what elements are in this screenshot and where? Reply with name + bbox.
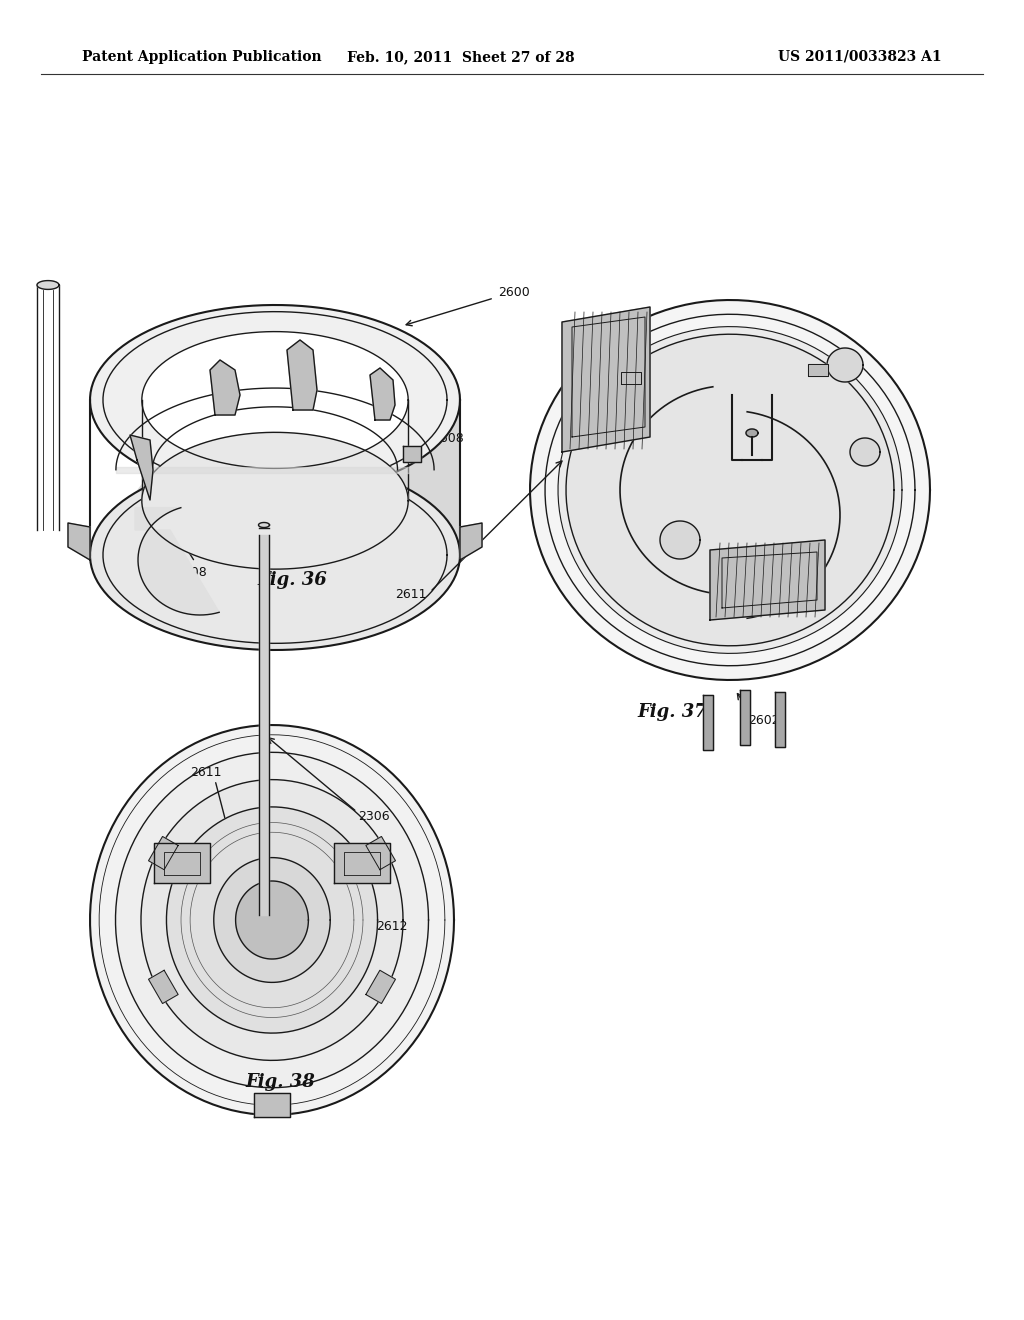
- Polygon shape: [68, 523, 90, 560]
- Polygon shape: [287, 341, 317, 411]
- Polygon shape: [37, 281, 59, 289]
- Text: Fig. 37: Fig. 37: [637, 704, 707, 721]
- Polygon shape: [167, 807, 378, 1034]
- Text: 2610: 2610: [292, 494, 324, 507]
- Polygon shape: [403, 446, 421, 462]
- Text: 2608: 2608: [432, 432, 464, 445]
- Text: 2612: 2612: [376, 920, 408, 933]
- Polygon shape: [850, 438, 880, 466]
- Text: 2602: 2602: [748, 714, 779, 726]
- Text: Patent Application Publication: Patent Application Publication: [82, 50, 322, 63]
- Text: 2609: 2609: [310, 475, 342, 488]
- Polygon shape: [746, 429, 758, 437]
- Polygon shape: [90, 305, 460, 495]
- Polygon shape: [90, 305, 275, 554]
- Polygon shape: [334, 843, 390, 883]
- Polygon shape: [141, 780, 403, 1060]
- Polygon shape: [142, 331, 409, 469]
- Polygon shape: [275, 305, 460, 554]
- Polygon shape: [775, 692, 785, 747]
- Polygon shape: [621, 372, 641, 384]
- Polygon shape: [562, 308, 650, 451]
- Polygon shape: [90, 725, 454, 1115]
- Polygon shape: [366, 970, 395, 1003]
- Polygon shape: [258, 523, 269, 528]
- Text: Fig. 38: Fig. 38: [245, 1073, 314, 1092]
- Polygon shape: [142, 433, 409, 569]
- Polygon shape: [566, 334, 894, 645]
- Polygon shape: [214, 858, 330, 982]
- Polygon shape: [703, 696, 713, 750]
- Text: 2600: 2600: [498, 286, 529, 300]
- Polygon shape: [236, 880, 308, 960]
- Polygon shape: [148, 837, 178, 870]
- Text: Feb. 10, 2011  Sheet 27 of 28: Feb. 10, 2011 Sheet 27 of 28: [347, 50, 574, 63]
- Polygon shape: [135, 508, 219, 615]
- Polygon shape: [366, 837, 395, 870]
- Polygon shape: [130, 436, 153, 500]
- Polygon shape: [259, 535, 269, 915]
- Polygon shape: [710, 540, 825, 620]
- Polygon shape: [558, 326, 902, 653]
- Text: 2608: 2608: [175, 565, 207, 578]
- Polygon shape: [460, 523, 482, 560]
- Text: 2306: 2306: [358, 809, 389, 822]
- Polygon shape: [740, 690, 750, 744]
- Polygon shape: [530, 300, 930, 680]
- Text: Fig. 36: Fig. 36: [257, 572, 327, 589]
- Polygon shape: [370, 368, 395, 420]
- Polygon shape: [90, 459, 460, 649]
- Polygon shape: [116, 752, 428, 1088]
- Polygon shape: [660, 521, 700, 558]
- Polygon shape: [254, 1093, 290, 1117]
- Polygon shape: [154, 843, 210, 883]
- Text: US 2011/0033823 A1: US 2011/0033823 A1: [778, 50, 942, 63]
- Polygon shape: [148, 970, 178, 1003]
- Polygon shape: [827, 348, 863, 381]
- Polygon shape: [808, 364, 828, 376]
- Text: 2611: 2611: [190, 766, 221, 779]
- Text: 2611: 2611: [395, 589, 427, 602]
- Polygon shape: [210, 360, 240, 414]
